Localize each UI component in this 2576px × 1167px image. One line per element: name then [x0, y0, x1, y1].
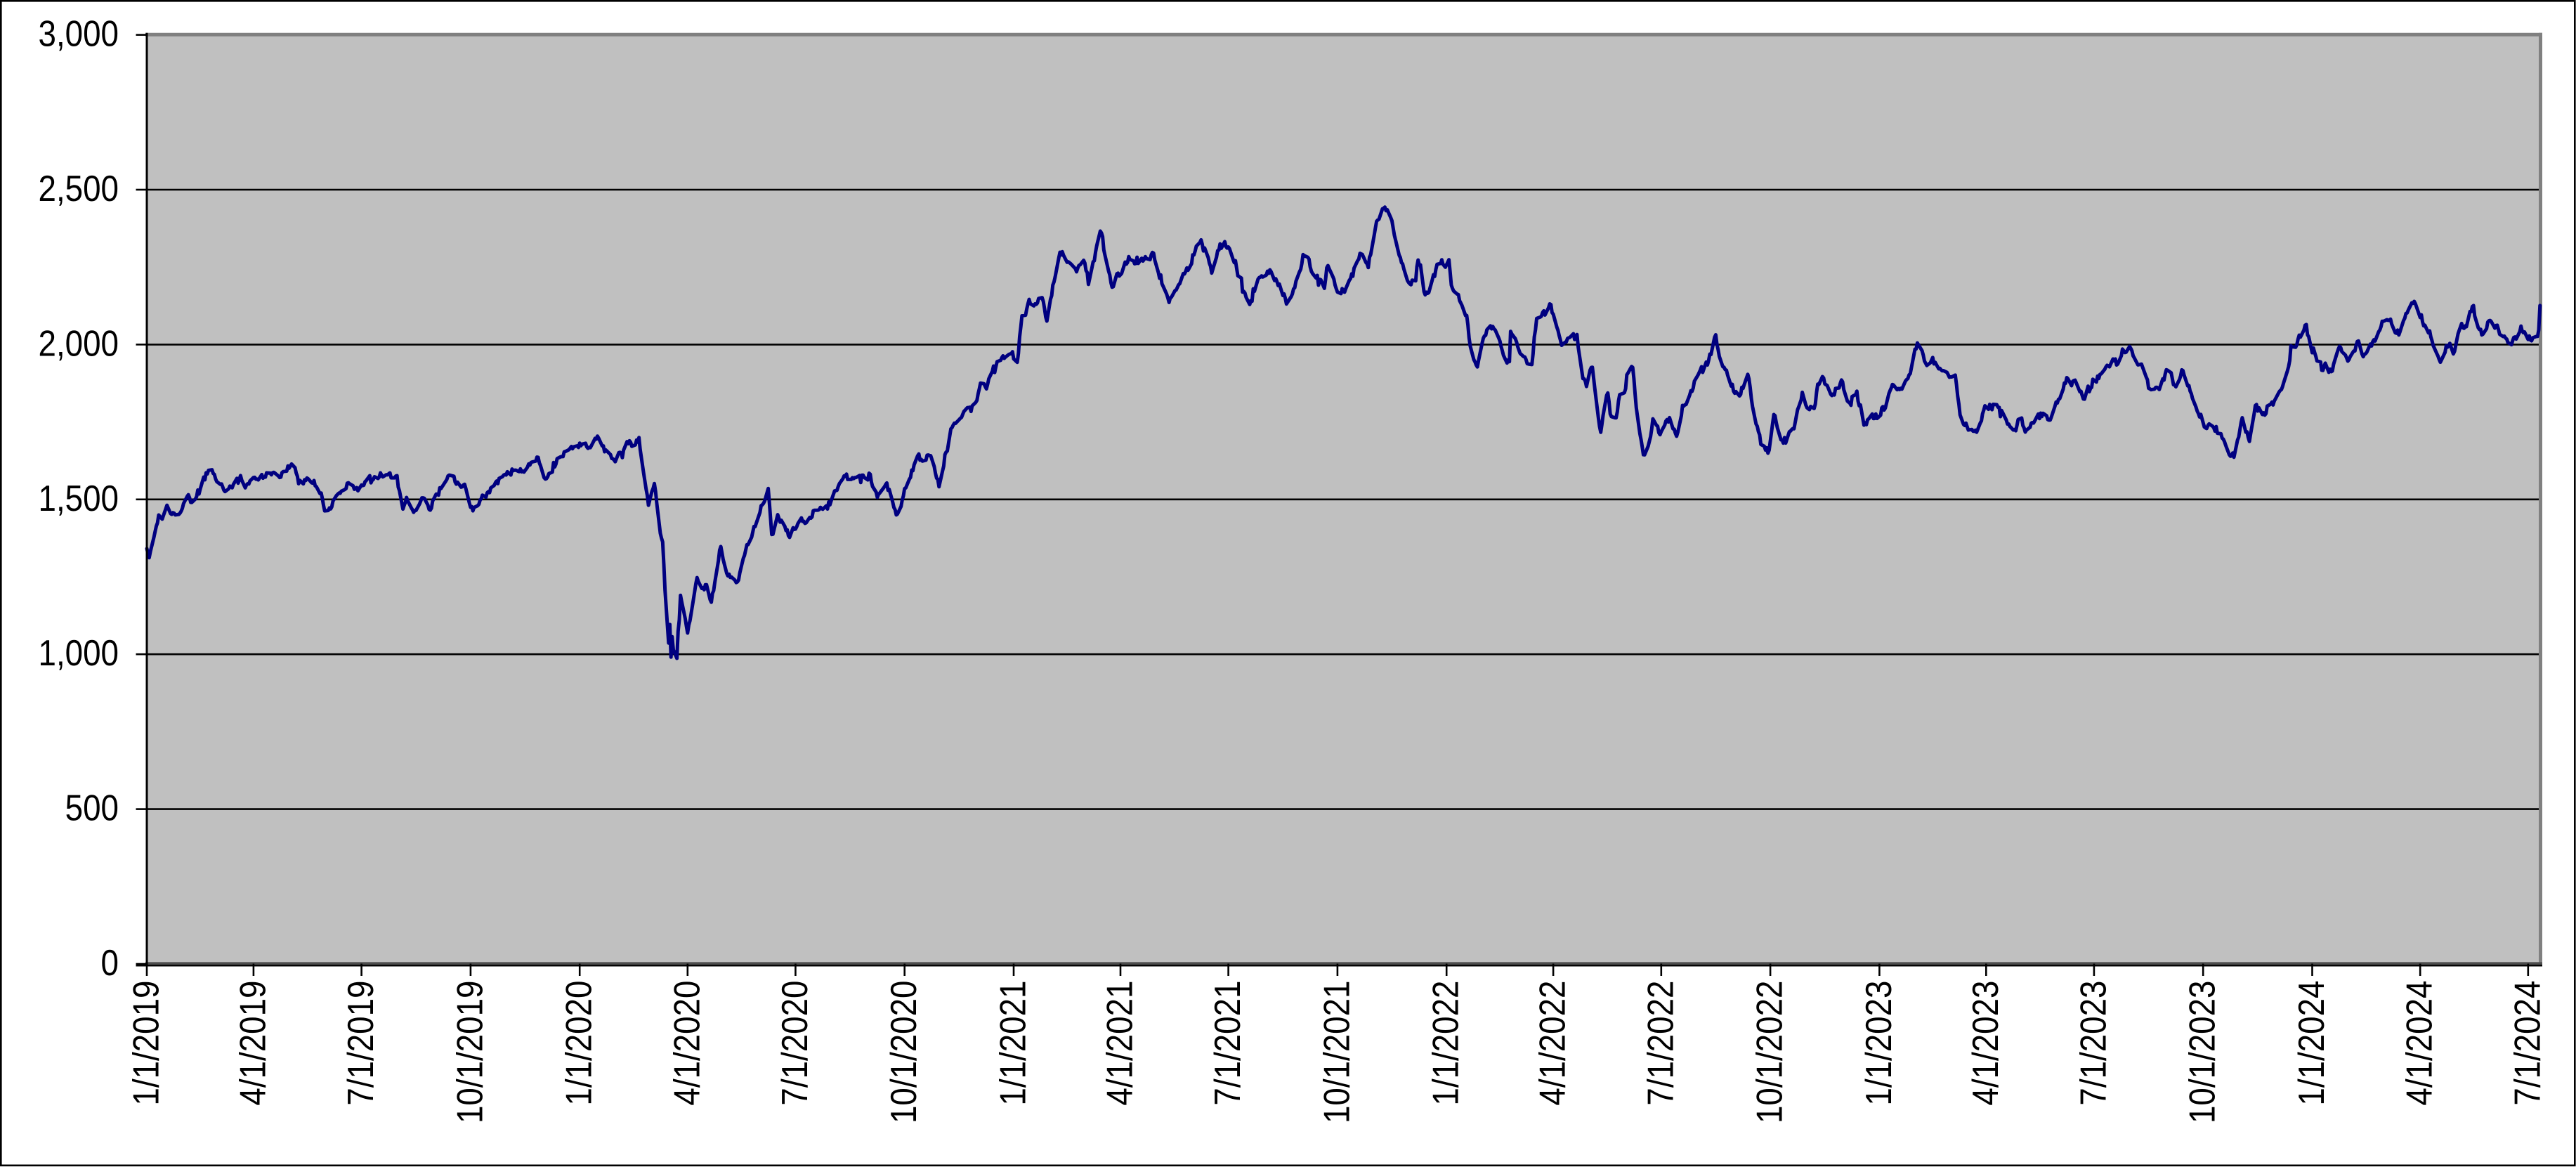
svg-text:3,000: 3,000 [39, 14, 119, 54]
svg-text:2,500: 2,500 [39, 169, 119, 209]
svg-text:7/1/2020: 7/1/2020 [775, 981, 815, 1106]
svg-text:1/1/2021: 1/1/2021 [993, 981, 1033, 1106]
svg-text:4/1/2021: 4/1/2021 [1100, 981, 1140, 1106]
svg-text:7/1/2024: 7/1/2024 [2508, 981, 2548, 1106]
svg-text:1/1/2019: 1/1/2019 [126, 981, 166, 1106]
svg-text:0: 0 [101, 943, 119, 983]
svg-text:500: 500 [65, 788, 119, 828]
svg-text:10/1/2023: 10/1/2023 [2183, 981, 2223, 1124]
svg-text:10/1/2020: 10/1/2020 [884, 981, 924, 1124]
svg-text:7/1/2022: 7/1/2022 [1641, 981, 1681, 1106]
svg-text:4/1/2023: 4/1/2023 [1966, 981, 2006, 1106]
svg-text:1/1/2023: 1/1/2023 [1859, 981, 1899, 1106]
svg-text:10/1/2021: 10/1/2021 [1317, 981, 1357, 1124]
svg-text:4/1/2024: 4/1/2024 [2400, 981, 2440, 1106]
svg-text:1/1/2022: 1/1/2022 [1426, 981, 1466, 1106]
svg-text:10/1/2019: 10/1/2019 [450, 981, 490, 1124]
svg-text:2,000: 2,000 [39, 324, 119, 364]
svg-text:1,000: 1,000 [39, 634, 119, 674]
svg-text:7/1/2021: 7/1/2021 [1208, 981, 1248, 1106]
svg-text:1/1/2020: 1/1/2020 [559, 981, 599, 1106]
svg-text:1,500: 1,500 [39, 478, 119, 519]
svg-text:7/1/2019: 7/1/2019 [341, 981, 381, 1106]
svg-text:10/1/2022: 10/1/2022 [1750, 981, 1790, 1124]
svg-text:4/1/2019: 4/1/2019 [233, 981, 273, 1106]
svg-text:4/1/2022: 4/1/2022 [1533, 981, 1573, 1106]
svg-text:1/1/2024: 1/1/2024 [2291, 981, 2332, 1106]
svg-text:4/1/2020: 4/1/2020 [667, 981, 707, 1106]
svg-text:7/1/2023: 7/1/2023 [2074, 981, 2114, 1106]
